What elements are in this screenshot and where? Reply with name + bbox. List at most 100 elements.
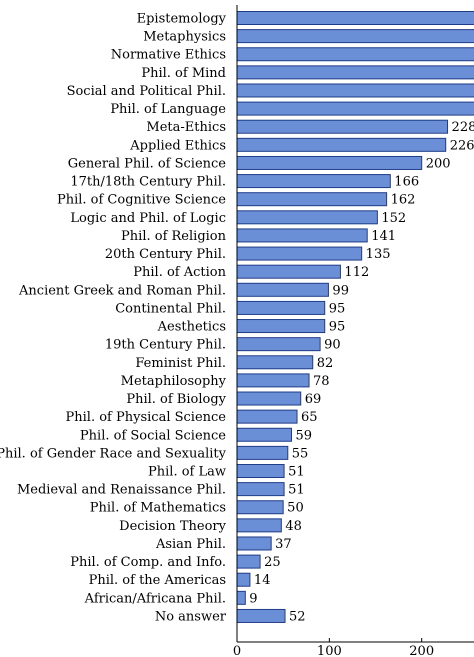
- bar-group: Phil. of Physical Science 65: [66, 409, 318, 425]
- bar: [236, 282, 329, 297]
- value-label: 9: [249, 591, 257, 606]
- bar-group: Metaphysics373: [143, 29, 474, 45]
- bar-group: Phil. of Language281: [110, 101, 474, 117]
- bar-group: African/Africana Phil. 9: [84, 590, 258, 606]
- value-label: 228: [452, 120, 474, 135]
- bar: [236, 391, 302, 406]
- bar-group: 20th Century Phil. 135: [105, 246, 391, 262]
- bar-group: Continental Phil. 95: [115, 300, 345, 316]
- bar-group: Ancient Greek and Roman Phil. 99: [18, 282, 349, 298]
- category-label: Phil. of the Americas: [89, 573, 226, 588]
- category-label: African/Africana Phil.: [84, 591, 226, 606]
- bar-group: Decision Theory 48: [119, 518, 302, 534]
- value-label: 52: [289, 609, 306, 624]
- value-label: 51: [288, 483, 305, 498]
- value-label: 141: [371, 229, 396, 244]
- bar: [236, 500, 284, 515]
- bar: [236, 47, 474, 62]
- bar-group: Phil. of Law 51: [148, 464, 305, 480]
- category-label: Continental Phil.: [115, 301, 226, 316]
- bar-group: Metaphilosophy 78: [121, 373, 330, 389]
- bar: [236, 337, 321, 352]
- bar-group: Logic and Phil. of Logic 152: [70, 210, 406, 226]
- value-label: 50: [287, 501, 304, 516]
- category-label: Decision Theory: [119, 519, 226, 534]
- value-label: 51: [288, 465, 305, 480]
- value-label: 14: [254, 573, 271, 588]
- category-label: 17th/18th Century Phil.: [70, 175, 226, 190]
- category-label: Phil. of Mind: [141, 66, 226, 81]
- bar: [236, 590, 246, 605]
- category-label: Meta-Ethics: [146, 120, 226, 135]
- value-label: 95: [329, 320, 346, 335]
- value-label: 78: [313, 374, 330, 389]
- value-label: 135: [366, 247, 391, 262]
- bar-group: Social and Political Phil.287: [67, 83, 474, 99]
- category-label: Metaphysics: [143, 30, 226, 45]
- bar-group: Phil. of Gender Race and Sexuality 55: [0, 445, 309, 461]
- bar: [236, 409, 298, 424]
- bar-group: Medieval and Renaissance Phil. 51: [17, 482, 305, 498]
- bar: [236, 536, 272, 551]
- bar-group: 17th/18th Century Phil. 166: [70, 174, 419, 190]
- value-label: 162: [391, 193, 416, 208]
- x-tick-label: 0: [233, 644, 241, 657]
- value-label: 112: [344, 265, 369, 280]
- bar-group: Epistemology407: [137, 11, 474, 27]
- category-label: 20th Century Phil.: [105, 247, 226, 262]
- value-label: 99: [332, 283, 349, 298]
- bar: [236, 65, 474, 80]
- category-label: Normative Ethics: [111, 48, 226, 63]
- category-label: Phil. of Religion: [121, 229, 227, 244]
- bar: [236, 264, 341, 279]
- category-label: Phil. of Social Science: [80, 428, 226, 443]
- bar: [236, 192, 388, 207]
- bar: [236, 137, 447, 152]
- value-label: 48: [285, 519, 302, 534]
- value-label: 226: [450, 138, 474, 153]
- bar: [236, 427, 292, 442]
- x-tick-label: 100: [317, 644, 342, 657]
- category-label: Phil. of Physical Science: [66, 410, 227, 425]
- category-label: Phil. of Gender Race and Sexuality: [0, 446, 227, 461]
- bars-layer: Epistemology407 Metaphysics373 Normative E…: [0, 11, 474, 624]
- bar-group: Phil. of Mathematics 50: [90, 500, 304, 516]
- bar: [236, 174, 391, 189]
- category-label: Phil. of Cognitive Science: [57, 193, 226, 208]
- category-label: Phil. of Mathematics: [90, 501, 226, 516]
- bar-group: General Phil. of Science 200: [68, 155, 451, 171]
- bar-group: Normative Ethics358: [111, 47, 474, 63]
- bar-group: Phil. of Religion 141: [121, 228, 396, 244]
- category-label: Applied Ethics: [129, 138, 226, 153]
- bar: [236, 246, 363, 261]
- bar: [236, 11, 474, 25]
- bar: [236, 119, 449, 134]
- bar: [236, 83, 474, 98]
- bar-group: Aesthetics 95: [157, 319, 346, 335]
- value-label: 152: [381, 211, 406, 226]
- bar-group: Phil. of Comp. and Info. 25: [70, 554, 281, 570]
- bar-group: Phil. of Mind355: [141, 65, 474, 81]
- bar: [236, 319, 326, 334]
- value-label: 55: [292, 446, 309, 461]
- bar-group: Phil. of Cognitive Science 162: [57, 192, 416, 208]
- bar: [236, 445, 289, 460]
- bar: [236, 373, 310, 388]
- value-label: 200: [426, 156, 451, 171]
- bar: [236, 572, 251, 587]
- value-label: 59: [295, 428, 312, 443]
- bar: [236, 300, 326, 315]
- category-label: Phil. of Biology: [126, 392, 226, 407]
- x-axis: 0100200300400500: [233, 5, 474, 657]
- bar: [236, 355, 314, 370]
- value-label: 82: [317, 356, 334, 371]
- bar: [236, 518, 282, 533]
- bar-group: No answer 52: [155, 608, 306, 624]
- value-label: 37: [275, 537, 292, 552]
- bar: [236, 482, 285, 497]
- bar-group: Applied Ethics 226: [129, 137, 474, 153]
- bar-group: Phil. of Action 112: [133, 264, 369, 280]
- bar-group: Asian Phil. 37: [155, 536, 292, 552]
- category-label: Aesthetics: [157, 320, 226, 335]
